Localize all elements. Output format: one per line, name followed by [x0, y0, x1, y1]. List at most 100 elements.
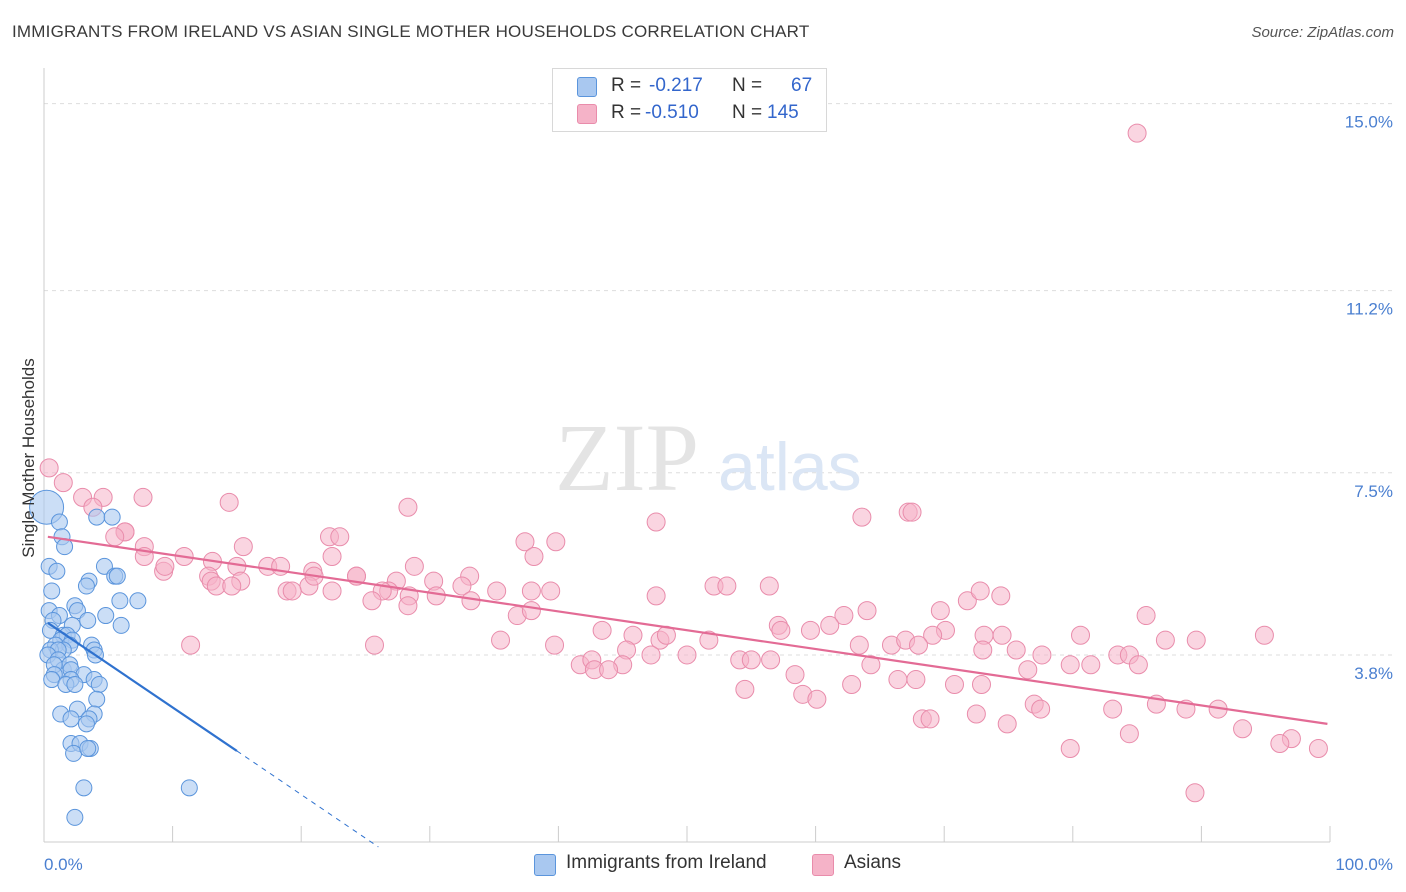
legend-r-label: R =: [611, 75, 642, 96]
asians-point: [842, 674, 862, 694]
asians-point: [991, 586, 1011, 606]
ireland-trend-line: [47, 622, 238, 752]
asians-point: [908, 635, 928, 655]
ireland-point: [90, 675, 108, 693]
ireland-point: [129, 592, 147, 610]
asians-point: [233, 537, 253, 557]
ireland-point: [77, 577, 95, 595]
asians-point: [53, 473, 73, 493]
asians-point: [541, 581, 561, 601]
ireland-point: [103, 508, 121, 526]
asians-point: [362, 591, 382, 611]
asians-point: [452, 576, 472, 596]
legend-n-value-ireland: 67: [791, 75, 813, 96]
asians-point: [807, 689, 827, 709]
asians-point: [1060, 738, 1080, 758]
asians-point: [1128, 655, 1148, 675]
asians-point: [599, 660, 619, 680]
asians-point: [1031, 699, 1051, 719]
asians-point: [155, 556, 175, 576]
asians-point: [1127, 123, 1147, 143]
asians-point: [282, 581, 302, 601]
asians-point: [920, 709, 940, 729]
asians-point: [971, 674, 991, 694]
ireland-point: [66, 808, 84, 826]
ireland-trend-extension: [236, 750, 379, 848]
legend-r-value-ireland: -0.217: [649, 75, 703, 96]
asians-point: [222, 576, 242, 596]
asians-point: [1254, 625, 1274, 645]
asians-point: [521, 581, 541, 601]
asians-point: [1155, 630, 1175, 650]
chart-title: IMMIGRANTS FROM IRELAND VS ASIAN SINGLE …: [12, 22, 810, 41]
ireland-points: [29, 489, 198, 826]
asians-point: [133, 487, 153, 507]
asians-point: [944, 674, 964, 694]
ireland-point: [48, 562, 66, 580]
y-tick-label: 15.0%: [1345, 113, 1393, 132]
y-axis-label: Single Mother Households: [19, 358, 38, 557]
asians-point: [1081, 655, 1101, 675]
ireland-point: [88, 690, 106, 708]
asians-point: [741, 650, 761, 670]
y-tick-label: 11.2%: [1346, 300, 1393, 319]
asians-trend-line: [47, 535, 1328, 725]
ireland-point: [79, 611, 97, 629]
asians-point: [699, 630, 719, 650]
asians-point: [834, 606, 854, 626]
asians-point: [1270, 734, 1290, 754]
ireland-point: [62, 710, 80, 728]
bottom-legend-label-ireland: Immigrants from Ireland: [566, 852, 767, 873]
asians-point: [1136, 606, 1156, 626]
ireland-point: [88, 508, 106, 526]
ireland-point: [68, 602, 86, 620]
asians-point: [906, 670, 926, 690]
legend-swatch-ireland: [577, 77, 597, 97]
asians-point: [973, 640, 993, 660]
asians-point: [957, 591, 977, 611]
asians-point: [398, 596, 418, 616]
asians-point: [849, 635, 869, 655]
asians-point: [1032, 645, 1052, 665]
bottom-legend-label-asians: Asians: [844, 852, 902, 873]
asians-point: [592, 620, 612, 640]
correlation-legend: R = -0.217 N = 67 R = -0.510 N = 145: [552, 68, 827, 132]
asians-point: [771, 620, 791, 640]
x-tick-label-max: 100.0%: [1335, 855, 1393, 874]
asians-point: [39, 458, 59, 478]
ireland-point: [97, 607, 115, 625]
ireland-point: [95, 557, 113, 575]
ireland-point: [79, 739, 97, 757]
asians-point: [761, 650, 781, 670]
asians-point: [105, 527, 125, 547]
asians-point: [1308, 738, 1328, 758]
asians-point: [785, 665, 805, 685]
asians-point: [1185, 783, 1205, 803]
asians-point: [677, 645, 697, 665]
ireland-point: [50, 513, 68, 531]
asians-point: [1018, 660, 1038, 680]
asians-point: [1060, 655, 1080, 675]
watermark-atlas: atlas: [718, 429, 862, 505]
ireland-point: [66, 675, 84, 693]
asians-point: [546, 532, 566, 552]
x-tick-label-min: 0.0%: [44, 855, 83, 874]
asians-point: [735, 679, 755, 699]
asians-point: [1006, 640, 1026, 660]
asians-point: [426, 586, 446, 606]
asians-point: [902, 502, 922, 522]
ireland-point: [180, 779, 198, 797]
asians-point: [491, 630, 511, 650]
ireland-point: [111, 592, 129, 610]
asians-point: [524, 546, 544, 566]
ireland-point: [112, 616, 130, 634]
chart-source: Source: ZipAtlas.com: [1251, 24, 1394, 41]
asians-point: [800, 620, 820, 640]
bottom-legend-swatch-asians: [812, 854, 834, 876]
asians-point: [1103, 699, 1123, 719]
asians-point: [852, 507, 872, 527]
y-tick-label: 7.5%: [1354, 482, 1393, 501]
asians-point: [966, 704, 986, 724]
asians-point: [322, 581, 342, 601]
